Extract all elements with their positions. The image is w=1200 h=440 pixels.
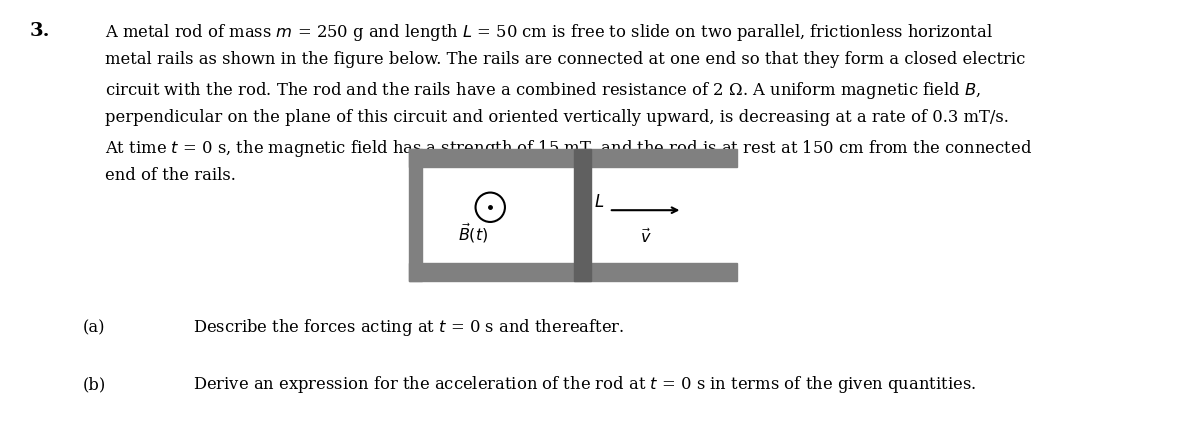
Text: metal rails as shown in the figure below. The rails are connected at one end so : metal rails as shown in the figure below… (106, 51, 1026, 68)
Circle shape (475, 193, 505, 222)
Text: Describe the forces acting at $t$ = 0 s and thereafter.: Describe the forces acting at $t$ = 0 s … (193, 317, 624, 338)
Text: $\vec{B}(t)$: $\vec{B}(t)$ (458, 222, 488, 246)
Bar (409, 150, 737, 167)
Bar (574, 150, 592, 281)
Bar (409, 263, 737, 281)
Text: $\vec{v}$: $\vec{v}$ (640, 228, 652, 247)
Text: end of the rails.: end of the rails. (106, 167, 236, 183)
Bar (409, 150, 421, 281)
Text: A metal rod of mass $m$ = 250 g and length $L$ = 50 cm is free to slide on two p: A metal rod of mass $m$ = 250 g and leng… (106, 22, 992, 43)
Text: Derive an expression for the acceleration of the rod at $t$ = 0 s in terms of th: Derive an expression for the acceleratio… (193, 374, 977, 395)
Text: (b): (b) (83, 376, 106, 393)
Text: At time $t$ = 0 s, the magnetic field has a strength of 15 mT, and the rod is at: At time $t$ = 0 s, the magnetic field ha… (106, 138, 1032, 159)
Text: circuit with the rod. The rod and the rails have a combined resistance of 2 Ω. A: circuit with the rod. The rod and the ra… (106, 80, 982, 101)
Text: (a): (a) (83, 319, 106, 336)
Text: 3.: 3. (30, 22, 50, 40)
Text: perpendicular on the plane of this circuit and oriented vertically upward, is de: perpendicular on the plane of this circu… (106, 109, 1009, 126)
Text: $L$: $L$ (594, 194, 605, 211)
